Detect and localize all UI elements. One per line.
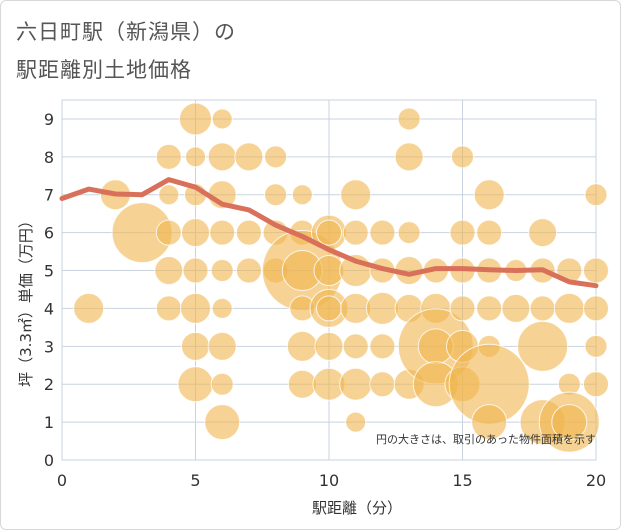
data-bubble (551, 404, 588, 441)
data-bubble (181, 331, 210, 361)
data-bubble (365, 291, 399, 325)
data-bubble (471, 404, 508, 441)
y-tick-label: 9 (44, 110, 54, 129)
data-bubble (73, 292, 105, 324)
x-tick-label: 5 (190, 471, 200, 490)
data-bubble (291, 184, 313, 206)
x-tick-label: 20 (586, 471, 606, 490)
data-bubble (583, 257, 609, 284)
y-tick-label: 1 (44, 413, 54, 432)
data-bubble (394, 142, 424, 172)
x-tick-label: 15 (452, 471, 472, 490)
y-tick-label: 5 (44, 262, 54, 281)
chart-note: 円の大きさは、取引のあった物件面積を示す (376, 432, 596, 446)
data-bubble (207, 142, 237, 172)
data-bubble (340, 179, 372, 211)
data-bubble (342, 333, 369, 360)
data-bubble (369, 371, 396, 398)
data-bubble (154, 256, 184, 286)
data-bubble (397, 107, 421, 131)
data-bubble (342, 219, 369, 246)
data-bubble (316, 219, 342, 246)
y-axis-label: 坪（3.3㎡）単価（万円） (17, 213, 35, 387)
y-tick-label: 7 (44, 186, 54, 205)
data-bubble (264, 183, 288, 207)
chart-title-line1: 六日町駅（新潟県）の (16, 20, 236, 44)
data-bubble (235, 219, 262, 246)
data-bubble (449, 295, 476, 322)
x-tick-label: 10 (319, 471, 339, 490)
data-bubble (529, 295, 556, 322)
data-bubble (473, 179, 505, 211)
data-bubble (528, 218, 558, 248)
data-bubble (210, 259, 234, 283)
data-bubble (369, 333, 396, 360)
x-axis-label: 駅距離（分） (312, 499, 402, 517)
data-bubble (345, 411, 367, 433)
data-bubble (553, 292, 585, 324)
trend-line (59, 177, 599, 289)
data-bubble (235, 257, 262, 284)
data-bubble (211, 297, 233, 319)
data-bubble (476, 295, 503, 322)
data-bubble (583, 295, 609, 322)
data-bubble (287, 369, 317, 399)
data-bubble (397, 221, 421, 245)
data-bubble (211, 108, 233, 130)
y-tick-label: 4 (44, 299, 54, 318)
data-bubble (451, 145, 474, 169)
x-tick-label: 0 (57, 471, 67, 490)
data-bubble (185, 146, 206, 168)
x-tick-labels: 0 5 10 15 20 (57, 471, 606, 490)
data-bubble (316, 295, 342, 322)
data-bubble (209, 219, 236, 246)
data-bubble (155, 219, 182, 246)
chart-title-line2: 駅距離別土地価格 (16, 58, 192, 82)
data-bubble (584, 183, 608, 207)
data-bubble (517, 320, 569, 372)
y-tick-label: 3 (44, 337, 54, 356)
y-tick-label: 2 (44, 375, 54, 394)
data-bubble (369, 219, 396, 246)
data-bubble (210, 372, 234, 396)
data-bubble (501, 293, 531, 323)
bubble-series (73, 102, 609, 453)
data-bubble (155, 143, 182, 170)
data-bubble (584, 334, 608, 358)
data-bubble (207, 331, 237, 361)
data-bubble (204, 404, 241, 441)
y-tick-label: 0 (44, 451, 54, 470)
y-tick-labels: 0 1 2 3 4 5 6 7 8 9 (44, 110, 54, 470)
data-bubble (181, 218, 210, 248)
data-bubble (155, 295, 182, 322)
y-tick-label: 8 (44, 148, 54, 167)
data-bubble (182, 257, 209, 284)
data-bubble (339, 367, 373, 401)
data-bubble (476, 219, 503, 246)
data-bubble (177, 366, 214, 403)
data-bubble (264, 145, 288, 169)
data-bubble (583, 371, 609, 398)
data-bubble (158, 184, 180, 206)
data-bubble (179, 102, 212, 136)
data-bubble (449, 219, 476, 246)
data-bubble (286, 330, 318, 362)
data-bubble (314, 331, 344, 361)
data-bubble (234, 142, 264, 172)
y-tick-label: 6 (44, 224, 54, 243)
data-bubble (180, 292, 211, 324)
